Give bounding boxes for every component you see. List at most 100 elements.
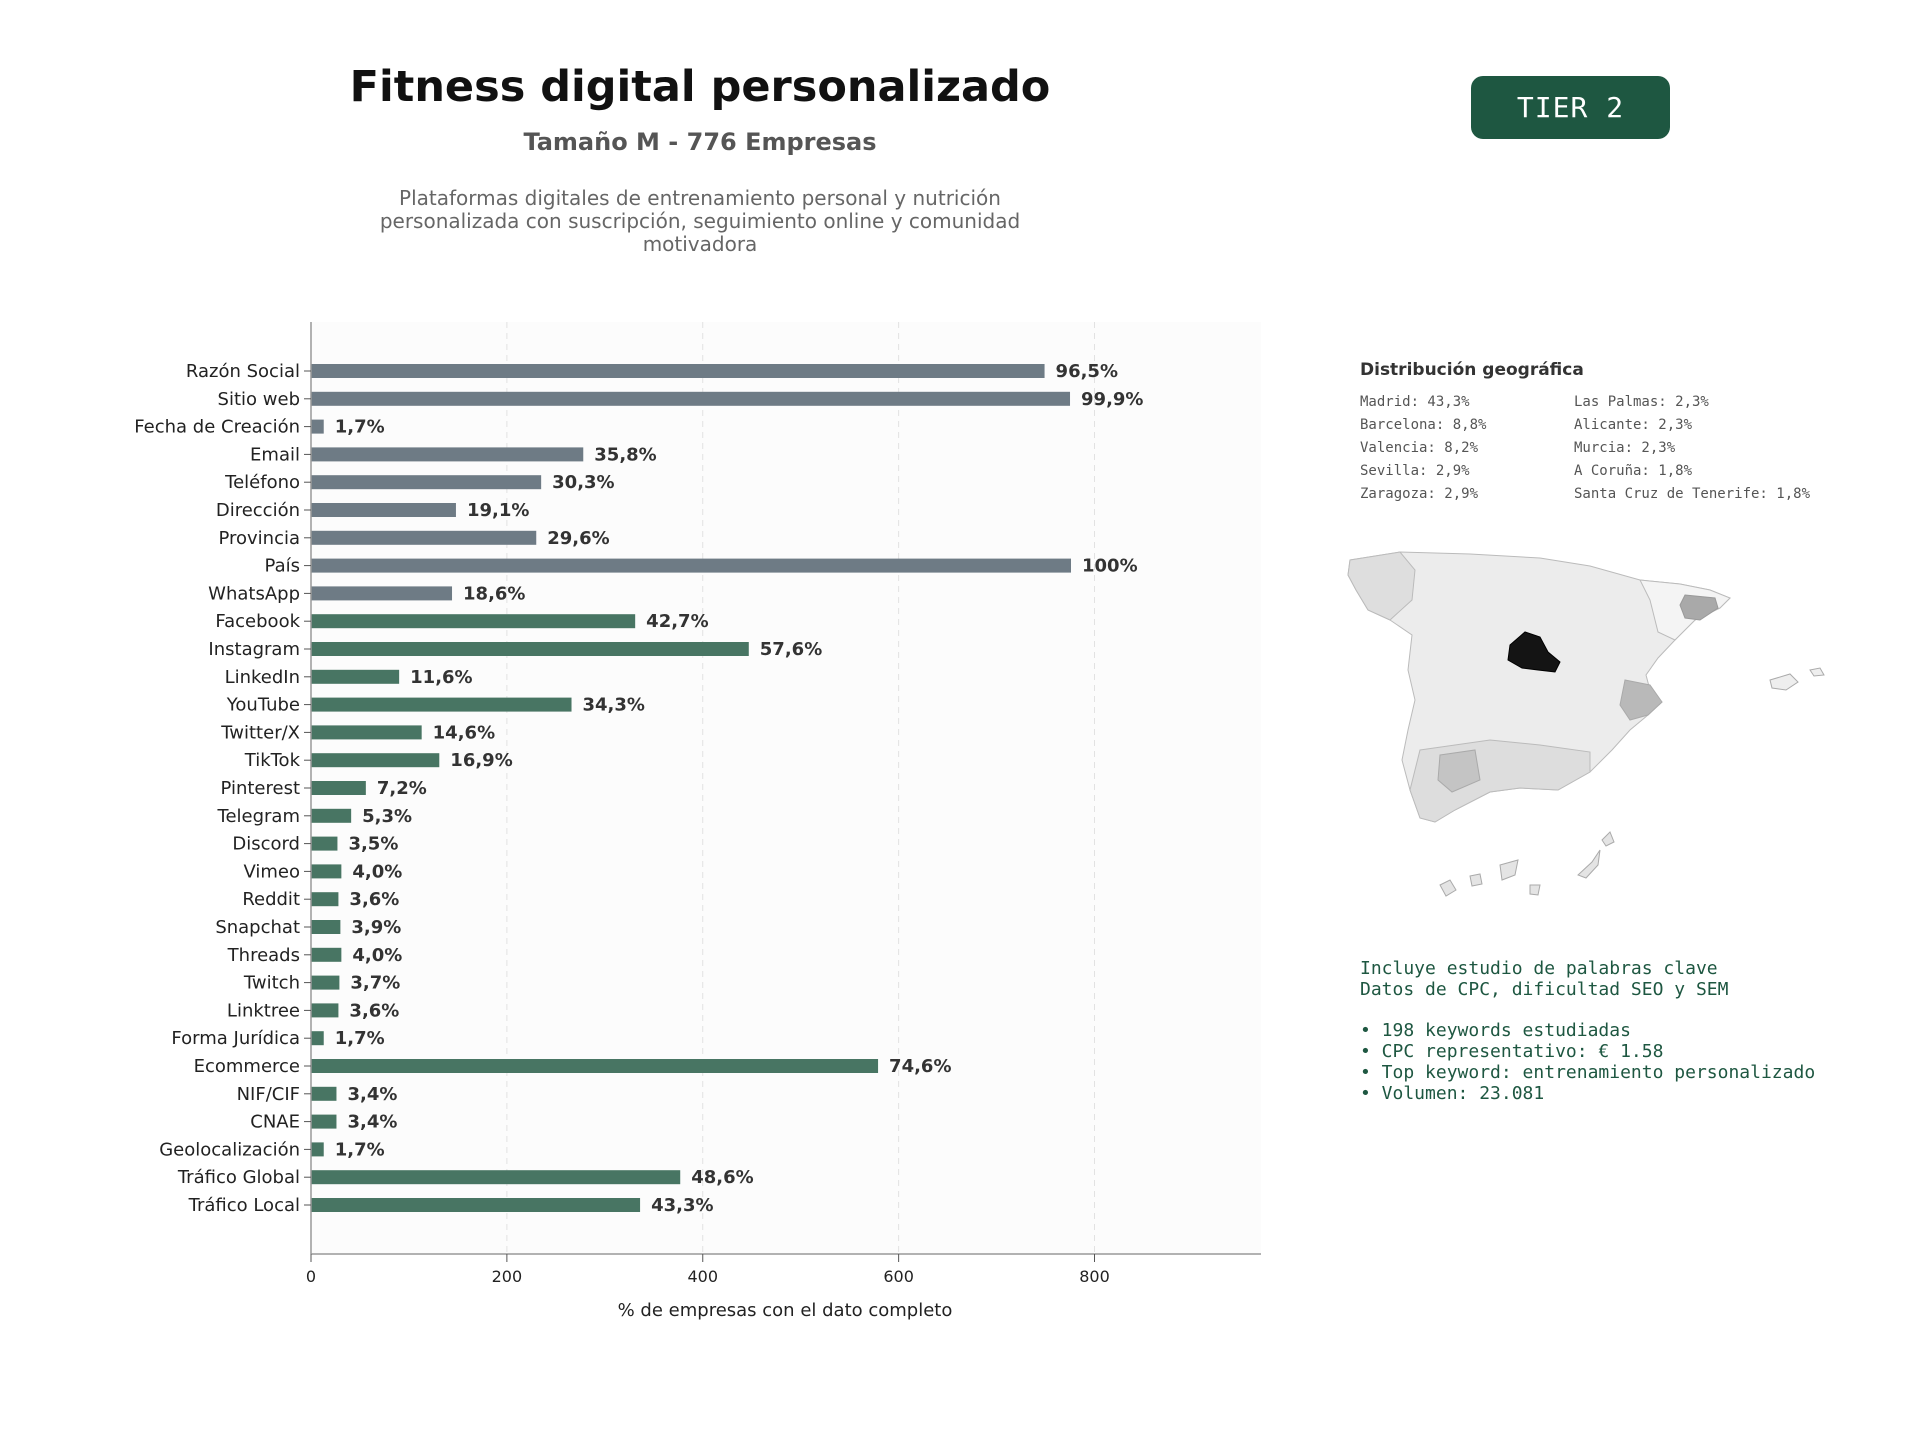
bar-value-label: 48,6%	[691, 1167, 753, 1188]
bar-value-label: 96,5%	[1056, 361, 1118, 382]
category-label: Instagram	[208, 639, 300, 660]
geo-item: A Coruña: 1,8%	[1574, 463, 1693, 479]
category-label: Email	[250, 444, 300, 465]
bar	[311, 419, 324, 434]
bar-value-label: 1,7%	[335, 417, 385, 438]
tier-badge: TIER 2	[1471, 76, 1670, 139]
x-axis-label: % de empresas con el dato completo	[618, 1300, 953, 1321]
bar	[311, 1059, 879, 1073]
bar	[311, 669, 400, 684]
bar-value-label: 1,7%	[335, 1028, 385, 1049]
bar-value-label: 57,6%	[760, 639, 822, 660]
bar-value-label: 3,9%	[351, 917, 401, 938]
x-tick-label: 600	[883, 1267, 914, 1286]
geo-item: Valencia: 8,2%	[1360, 440, 1479, 456]
geo-item: Santa Cruz de Tenerife: 1,8%	[1574, 486, 1811, 502]
category-label: Twitter/X	[220, 722, 300, 743]
bar	[311, 781, 366, 795]
category-label: Snapchat	[215, 917, 300, 938]
bar-value-label: 35,8%	[594, 444, 656, 465]
geo-title: Distribución geográfica	[1360, 360, 1584, 380]
bar	[311, 503, 456, 517]
page-title: Fitness digital personalizado	[349, 62, 1051, 112]
geo-item: Zaragoza: 2,9%	[1360, 486, 1479, 502]
bar-value-label: 3,6%	[349, 889, 399, 910]
bar-value-label: 30,3%	[552, 472, 614, 493]
category-label: Fecha de Creación	[134, 417, 300, 438]
category-label: Linktree	[227, 1000, 300, 1021]
bar	[311, 1086, 337, 1101]
bar-value-label: 4,0%	[352, 861, 402, 882]
bar	[311, 447, 584, 462]
bar	[311, 558, 1071, 573]
balearic-islands	[1769, 667, 1825, 691]
bar-value-label: 3,6%	[349, 1000, 399, 1021]
bar	[311, 1198, 641, 1212]
bar-value-label: 74,6%	[889, 1056, 951, 1077]
geo-item: Murcia: 2,3%	[1574, 440, 1676, 456]
madrid-province	[1507, 631, 1561, 673]
bar	[311, 753, 440, 768]
bar-value-label: 11,6%	[410, 667, 472, 688]
keywords-panel: Incluye estudio de palabras clave Datos …	[1360, 958, 1880, 1104]
category-label: NIF/CIF	[237, 1084, 300, 1105]
geo-distribution-panel: Distribución geográfica Madrid: 43,3% La…	[1360, 360, 1880, 502]
keywords-intro-line: Incluye estudio de palabras clave	[1360, 958, 1718, 979]
bar	[311, 391, 1071, 406]
category-label: CNAE	[250, 1112, 300, 1133]
category-label: País	[265, 556, 300, 577]
sevilla-province	[1437, 749, 1481, 793]
x-tick-label: 0	[306, 1267, 316, 1286]
bar-value-label: 43,3%	[651, 1195, 713, 1216]
completeness-bar-chart: 96,5% 99,9% 1,7% 35,8% 30,3% 19,1% 29,6% 100% 18…	[134, 322, 1261, 1321]
category-label: YouTube	[226, 695, 300, 716]
bar-value-label: 29,6%	[547, 528, 609, 549]
geo-list: Madrid: 43,3% Las Palmas: 2,3% Barcelona…	[1360, 394, 1880, 502]
bar	[311, 947, 342, 962]
category-label: TikTok	[244, 750, 301, 771]
category-label: Twitch	[243, 973, 300, 994]
category-label: Pinterest	[220, 778, 300, 799]
bar-value-label: 5,3%	[362, 806, 412, 827]
category-label: WhatsApp	[208, 583, 300, 604]
bar	[311, 642, 749, 656]
andalusia-region	[1409, 739, 1591, 823]
valencia-province	[1619, 679, 1663, 721]
bar-value-label: 3,4%	[347, 1084, 397, 1105]
category-label: Threads	[227, 945, 300, 966]
category-label: Vimeo	[243, 861, 300, 882]
bar-value-label: 99,9%	[1081, 389, 1143, 410]
spain-choropleth-map	[1347, 551, 1825, 897]
category-label: Sitio web	[218, 389, 300, 410]
keywords-intro-line: Datos de CPC, dificultad SEO y SEM	[1360, 979, 1729, 1000]
keyword-bullet: • Volumen: 23.081	[1360, 1083, 1545, 1104]
bar	[311, 1031, 324, 1046]
category-label: Razón Social	[186, 361, 300, 382]
category-label: Facebook	[215, 611, 300, 632]
segment-description: Plataformas digitales de entrenamiento p…	[379, 186, 1021, 256]
barcelona-province	[1679, 594, 1719, 621]
bar-value-label: 14,6%	[433, 722, 495, 743]
bar	[311, 586, 453, 601]
bar	[311, 920, 341, 934]
bar-value-label: 3,4%	[347, 1112, 397, 1133]
bar-value-label: 3,7%	[350, 973, 400, 994]
bar	[311, 1170, 681, 1185]
bar-value-label: 7,2%	[377, 778, 427, 799]
category-label: Tráfico Global	[177, 1167, 300, 1188]
category-label: LinkedIn	[225, 667, 300, 688]
keyword-bullet: • CPC representativo: € 1.58	[1360, 1041, 1664, 1062]
page-subtitle: Tamaño M - 776 Empresas	[523, 128, 877, 156]
keyword-bullet: • Top keyword: entrenamiento personaliza…	[1360, 1062, 1816, 1083]
category-label: Dirección	[216, 500, 300, 521]
bar-value-label: 4,0%	[352, 945, 402, 966]
bar	[311, 1003, 339, 1018]
x-tick-label: 400	[687, 1267, 718, 1286]
category-label: Reddit	[242, 889, 300, 910]
bar	[311, 975, 340, 990]
bar-value-label: 1,7%	[335, 1139, 385, 1160]
bar	[311, 864, 342, 879]
plot-background	[311, 322, 1261, 1254]
canary-islands	[1439, 831, 1615, 897]
keyword-bullet: • 198 keywords estudiadas	[1360, 1020, 1631, 1041]
